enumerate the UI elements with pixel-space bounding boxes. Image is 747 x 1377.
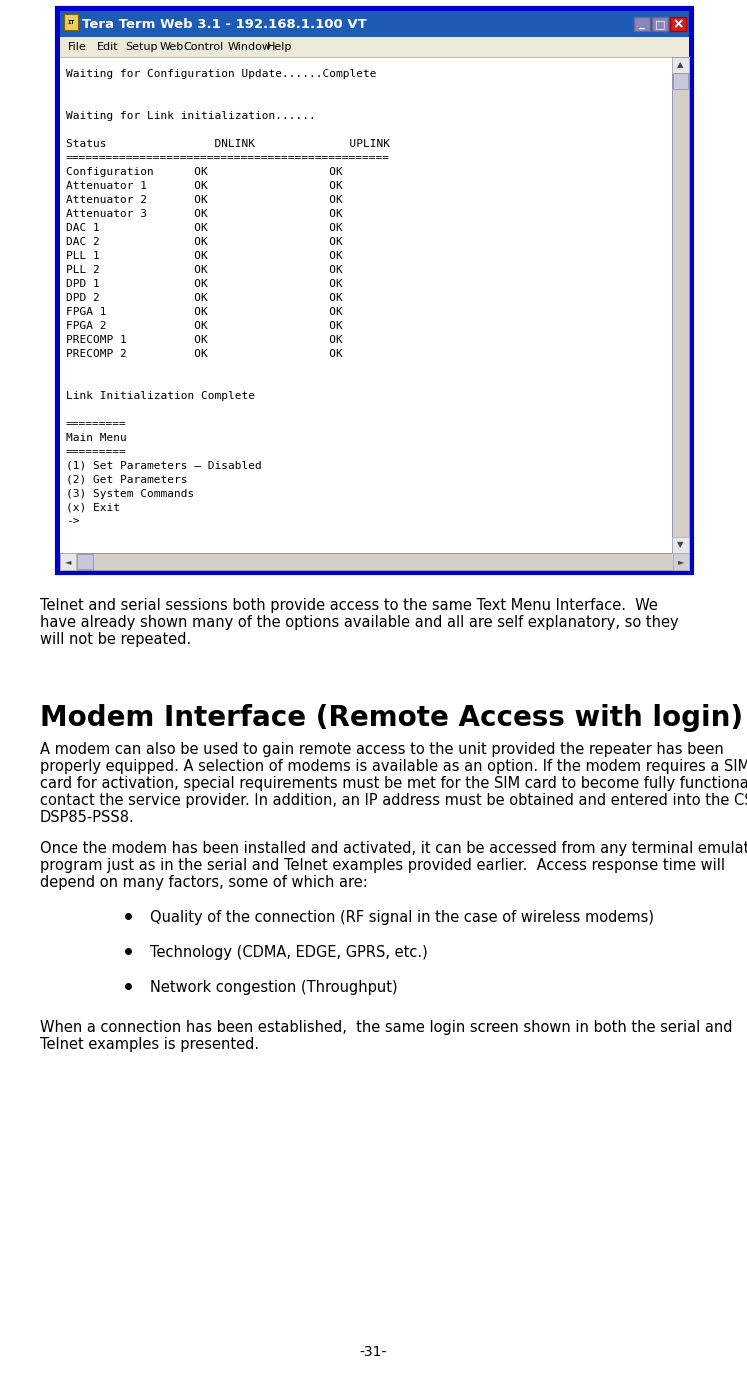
Text: ================================================: ========================================… bbox=[66, 153, 390, 162]
Text: (3) System Commands: (3) System Commands bbox=[66, 489, 194, 498]
Bar bbox=[672, 537, 689, 554]
Text: Edit: Edit bbox=[97, 43, 119, 52]
Text: PLL 2              OK                  OK: PLL 2 OK OK bbox=[66, 264, 343, 275]
Text: have already shown many of the options available and all are self explanatory, s: have already shown many of the options a… bbox=[40, 616, 678, 631]
Text: File: File bbox=[68, 43, 87, 52]
Text: DSP85-PSS8.: DSP85-PSS8. bbox=[40, 810, 134, 825]
Text: Main Menu: Main Menu bbox=[66, 432, 127, 443]
Bar bbox=[60, 554, 689, 570]
Text: =========: ========= bbox=[66, 448, 127, 457]
Bar bbox=[60, 554, 76, 570]
Text: =========: ========= bbox=[66, 419, 127, 430]
Text: (x) Exit: (x) Exit bbox=[66, 503, 120, 514]
Text: PLL 1              OK                  OK: PLL 1 OK OK bbox=[66, 251, 343, 262]
Bar bbox=[634, 17, 650, 32]
Text: PRECOMP 1          OK                  OK: PRECOMP 1 OK OK bbox=[66, 335, 343, 346]
Text: Once the modem has been installed and activated, it can be accessed from any ter: Once the modem has been installed and ac… bbox=[40, 841, 747, 856]
Text: Help: Help bbox=[267, 43, 292, 52]
Text: _: _ bbox=[639, 19, 645, 29]
Text: DAC 2              OK                  OK: DAC 2 OK OK bbox=[66, 237, 343, 246]
Text: card for activation, special requirements must be met for the SIM card to become: card for activation, special requirement… bbox=[40, 777, 747, 790]
Text: FPGA 1             OK                  OK: FPGA 1 OK OK bbox=[66, 307, 343, 317]
Text: A modem can also be used to gain remote access to the unit provided the repeater: A modem can also be used to gain remote … bbox=[40, 742, 724, 757]
Text: Waiting for Link initialization......: Waiting for Link initialization...... bbox=[66, 112, 316, 121]
Text: ×: × bbox=[672, 17, 684, 32]
Text: (1) Set Parameters – Disabled: (1) Set Parameters – Disabled bbox=[66, 461, 261, 471]
Bar bbox=[673, 554, 689, 570]
Text: Tera Term Web 3.1 - 192.168.1.100 VT: Tera Term Web 3.1 - 192.168.1.100 VT bbox=[82, 18, 367, 30]
Text: -31-: -31- bbox=[360, 1345, 387, 1359]
Text: FPGA 2             OK                  OK: FPGA 2 OK OK bbox=[66, 321, 343, 330]
Text: Attenuator 1       OK                  OK: Attenuator 1 OK OK bbox=[66, 180, 343, 191]
Text: PRECOMP 2          OK                  OK: PRECOMP 2 OK OK bbox=[66, 348, 343, 359]
Text: ->: -> bbox=[66, 516, 79, 527]
Bar bbox=[672, 56, 689, 73]
Bar bbox=[672, 56, 689, 554]
Text: Attenuator 3       OK                  OK: Attenuator 3 OK OK bbox=[66, 209, 343, 219]
Text: ▲: ▲ bbox=[678, 61, 684, 69]
Text: Link Initialization Complete: Link Initialization Complete bbox=[66, 391, 255, 401]
Text: DAC 1              OK                  OK: DAC 1 OK OK bbox=[66, 223, 343, 233]
Text: contact the service provider. In addition, an IP address must be obtained and en: contact the service provider. In additio… bbox=[40, 793, 747, 808]
Text: (2) Get Parameters: (2) Get Parameters bbox=[66, 475, 187, 485]
Text: Window: Window bbox=[228, 43, 272, 52]
Text: Configuration      OK                  OK: Configuration OK OK bbox=[66, 167, 343, 178]
Bar bbox=[673, 73, 688, 90]
Text: properly equipped. A selection of modems is available as an option. If the modem: properly equipped. A selection of modems… bbox=[40, 759, 747, 774]
Text: will not be repeated.: will not be repeated. bbox=[40, 632, 191, 647]
Text: depend on many factors, some of which are:: depend on many factors, some of which ar… bbox=[40, 874, 368, 890]
Text: □: □ bbox=[655, 19, 666, 29]
Text: IT: IT bbox=[67, 19, 75, 25]
Text: Technology (CDMA, EDGE, GPRS, etc.): Technology (CDMA, EDGE, GPRS, etc.) bbox=[150, 945, 428, 960]
Bar bbox=[77, 554, 93, 569]
Text: Modem Interface (Remote Access with login): Modem Interface (Remote Access with logi… bbox=[40, 704, 743, 733]
Text: Quality of the connection (RF signal in the case of wireless modems): Quality of the connection (RF signal in … bbox=[150, 910, 654, 925]
Text: DPD 2              OK                  OK: DPD 2 OK OK bbox=[66, 293, 343, 303]
Text: ◄: ◄ bbox=[65, 558, 71, 566]
Text: ►: ► bbox=[678, 558, 684, 566]
Text: Web: Web bbox=[160, 43, 184, 52]
Text: ▼: ▼ bbox=[678, 541, 684, 549]
Text: When a connection has been established,  the same login screen shown in both the: When a connection has been established, … bbox=[40, 1020, 733, 1036]
Text: Waiting for Configuration Update......Complete: Waiting for Configuration Update......Co… bbox=[66, 69, 376, 78]
Text: Control: Control bbox=[183, 43, 223, 52]
Text: program just as in the serial and Telnet examples provided earlier.  Access resp: program just as in the serial and Telnet… bbox=[40, 858, 725, 873]
Bar bbox=[60, 11, 689, 37]
Bar bbox=[60, 56, 672, 554]
Bar bbox=[64, 14, 78, 30]
Text: Attenuator 2       OK                  OK: Attenuator 2 OK OK bbox=[66, 196, 343, 205]
Bar bbox=[670, 17, 686, 32]
Bar bbox=[57, 8, 692, 573]
Bar bbox=[60, 37, 689, 56]
Text: Network congestion (Throughput): Network congestion (Throughput) bbox=[150, 980, 397, 996]
Text: Status                DNLINK              UPLINK: Status DNLINK UPLINK bbox=[66, 139, 390, 149]
Text: DPD 1              OK                  OK: DPD 1 OK OK bbox=[66, 280, 343, 289]
Text: Telnet and serial sessions both provide access to the same Text Menu Interface. : Telnet and serial sessions both provide … bbox=[40, 598, 658, 613]
Bar bbox=[652, 17, 668, 32]
Text: Telnet examples is presented.: Telnet examples is presented. bbox=[40, 1037, 259, 1052]
Text: Setup: Setup bbox=[125, 43, 158, 52]
Bar bbox=[673, 554, 689, 570]
Text: ×: × bbox=[673, 19, 683, 29]
Bar bbox=[670, 17, 686, 32]
